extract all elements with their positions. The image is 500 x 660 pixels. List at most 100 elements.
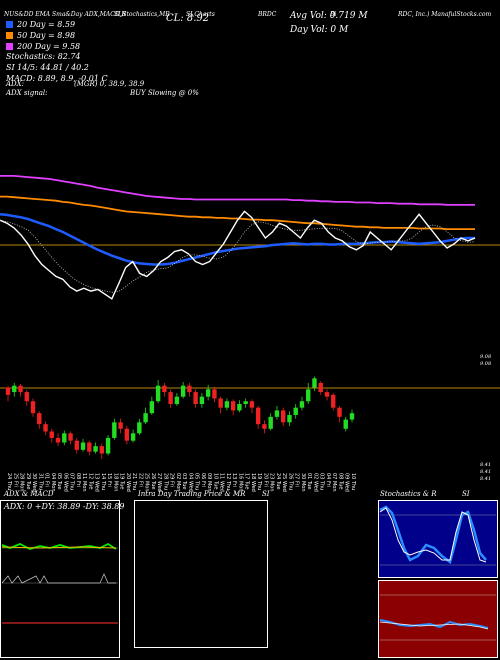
x-tick-label: 09 Wed: [344, 473, 350, 492]
candle-body: [93, 446, 98, 452]
adx-signal-value: BUY Slowing @ 0%: [130, 89, 199, 97]
candle-body: [68, 433, 73, 441]
candle-body: [237, 404, 242, 411]
right-label-top2: 9.08: [480, 361, 492, 367]
candle-body: [118, 422, 123, 429]
x-tick-label: 14 Thu: [100, 473, 106, 490]
right-label-top1: 9.08: [480, 354, 492, 360]
candle-body: [212, 389, 217, 399]
candle-body: [337, 407, 342, 417]
x-tick-label: 30 Mon: [300, 473, 306, 492]
x-tick-label: 05 Tue: [56, 473, 62, 490]
candle-body: [343, 419, 348, 429]
candle-body: [99, 446, 105, 454]
candle-body: [193, 392, 198, 404]
header-mid1: SI,Stochastics,MR: [114, 11, 170, 18]
panel3-tail: SI: [462, 490, 470, 498]
panel2-tail: SI: [262, 490, 270, 498]
x-tick-label: 12 Tue: [87, 473, 93, 490]
candle-body: [331, 394, 336, 408]
legend-swatch-200: [6, 43, 13, 50]
candle-body: [80, 442, 86, 450]
candle-body: [180, 385, 186, 397]
x-tick-label: 01 Fri: [44, 473, 50, 487]
candle-body: [105, 437, 111, 454]
candle-body: [87, 442, 92, 452]
legend-label-200: 200 Day = 9.58: [17, 42, 81, 51]
candle-body: [24, 392, 29, 402]
candle-body: [143, 413, 148, 423]
x-tick-label: 12 Thu: [225, 473, 231, 490]
adx-signal-label: ADX signal:: [6, 89, 48, 97]
right-label-b1: 8.41: [480, 462, 492, 468]
candle-body: [162, 385, 167, 393]
x-tick-label: 25 Wed: [281, 473, 287, 492]
x-tick-label: 17 Tue: [244, 473, 250, 490]
right-label-b2: 8.41: [480, 469, 492, 475]
header-ticker: BRDC: [258, 11, 277, 18]
candle-body: [299, 401, 305, 408]
candle-body: [37, 413, 42, 425]
x-tick-label: 06 Fri: [200, 473, 206, 487]
stoch-d-line: [379, 507, 487, 563]
x-tick-label: 19 Tue: [119, 473, 125, 490]
candle-body: [287, 415, 292, 423]
header-company: RDC, Inc.) ManafulStocks.com: [398, 11, 492, 18]
x-tick-label: 03 Tue: [181, 473, 187, 490]
x-tick-label: 25 Fri: [12, 473, 18, 487]
x-tick-label: 09 Mon: [206, 473, 212, 492]
x-tick-label: 23 Mon: [269, 473, 275, 492]
candle-body: [43, 424, 48, 432]
series-line-50-day: [0, 195, 475, 231]
x-tick-label: 27 Fri: [294, 473, 300, 487]
rsi-line: [379, 619, 489, 629]
candle-body: [324, 392, 330, 397]
legend-label-50: 50 Day = 8.98: [17, 31, 76, 40]
candle-body: [187, 385, 192, 393]
candle-body: [174, 396, 180, 404]
x-tick-label: 29 Tue: [25, 473, 31, 490]
adx-label: ADX:: [6, 80, 25, 88]
x-tick-label: 29 Fri: [169, 473, 175, 487]
candle-body: [74, 440, 79, 450]
close-price: CL: 8.92: [166, 13, 210, 24]
x-tick-label: 28 Mon: [19, 473, 25, 492]
x-tick-label: 20 Fri: [262, 473, 268, 487]
candle-body: [5, 387, 11, 395]
candle-body: [124, 428, 130, 441]
x-tick-label: 24 Thu: [6, 473, 12, 490]
macd-line: [1, 546, 117, 549]
x-tick-label: 31 Thu: [37, 473, 43, 490]
x-tick-label: 07 Thu: [69, 473, 75, 490]
adx-values: (MGR) 0, 38.9, 38.9: [74, 80, 145, 88]
x-tick-label: 30 Wed: [31, 473, 37, 492]
macd-histogram: [1, 573, 116, 584]
candle-body: [262, 424, 267, 429]
candle-body: [243, 401, 248, 404]
series-line-20-day: [0, 213, 475, 266]
candle-body: [349, 413, 355, 420]
candle-body: [55, 437, 61, 443]
x-tick-label: 28 Thu: [162, 473, 168, 490]
stochastics-value: Stochastics: 82.74: [6, 52, 81, 61]
candle-body: [274, 410, 280, 417]
x-tick-label: 06 Wed: [62, 473, 68, 492]
candle-body: [281, 410, 286, 423]
x-tick-label: 11 Mon: [81, 473, 87, 492]
candle-body: [112, 422, 117, 438]
candle-body: [312, 378, 317, 388]
x-tick-label: 04 Mon: [50, 473, 56, 492]
si-value: SI 14/5: 44.81 / 40.2: [6, 63, 89, 72]
candle-body: [255, 407, 261, 425]
candle-body: [268, 416, 273, 429]
x-tick-label: 26 Thu: [287, 473, 293, 490]
candle-body: [199, 396, 205, 404]
candle-body: [224, 401, 230, 408]
right-label-b3: 8.41: [480, 476, 492, 482]
x-tick-label: 21 Thu: [131, 473, 137, 490]
x-tick-label: 19 Thu: [256, 473, 262, 490]
candle-body: [306, 389, 311, 402]
x-tick-label: 22 Fri: [137, 473, 143, 487]
x-tick-label: 07 Mon: [331, 473, 337, 492]
x-tick-label: 20 Wed: [125, 473, 131, 492]
